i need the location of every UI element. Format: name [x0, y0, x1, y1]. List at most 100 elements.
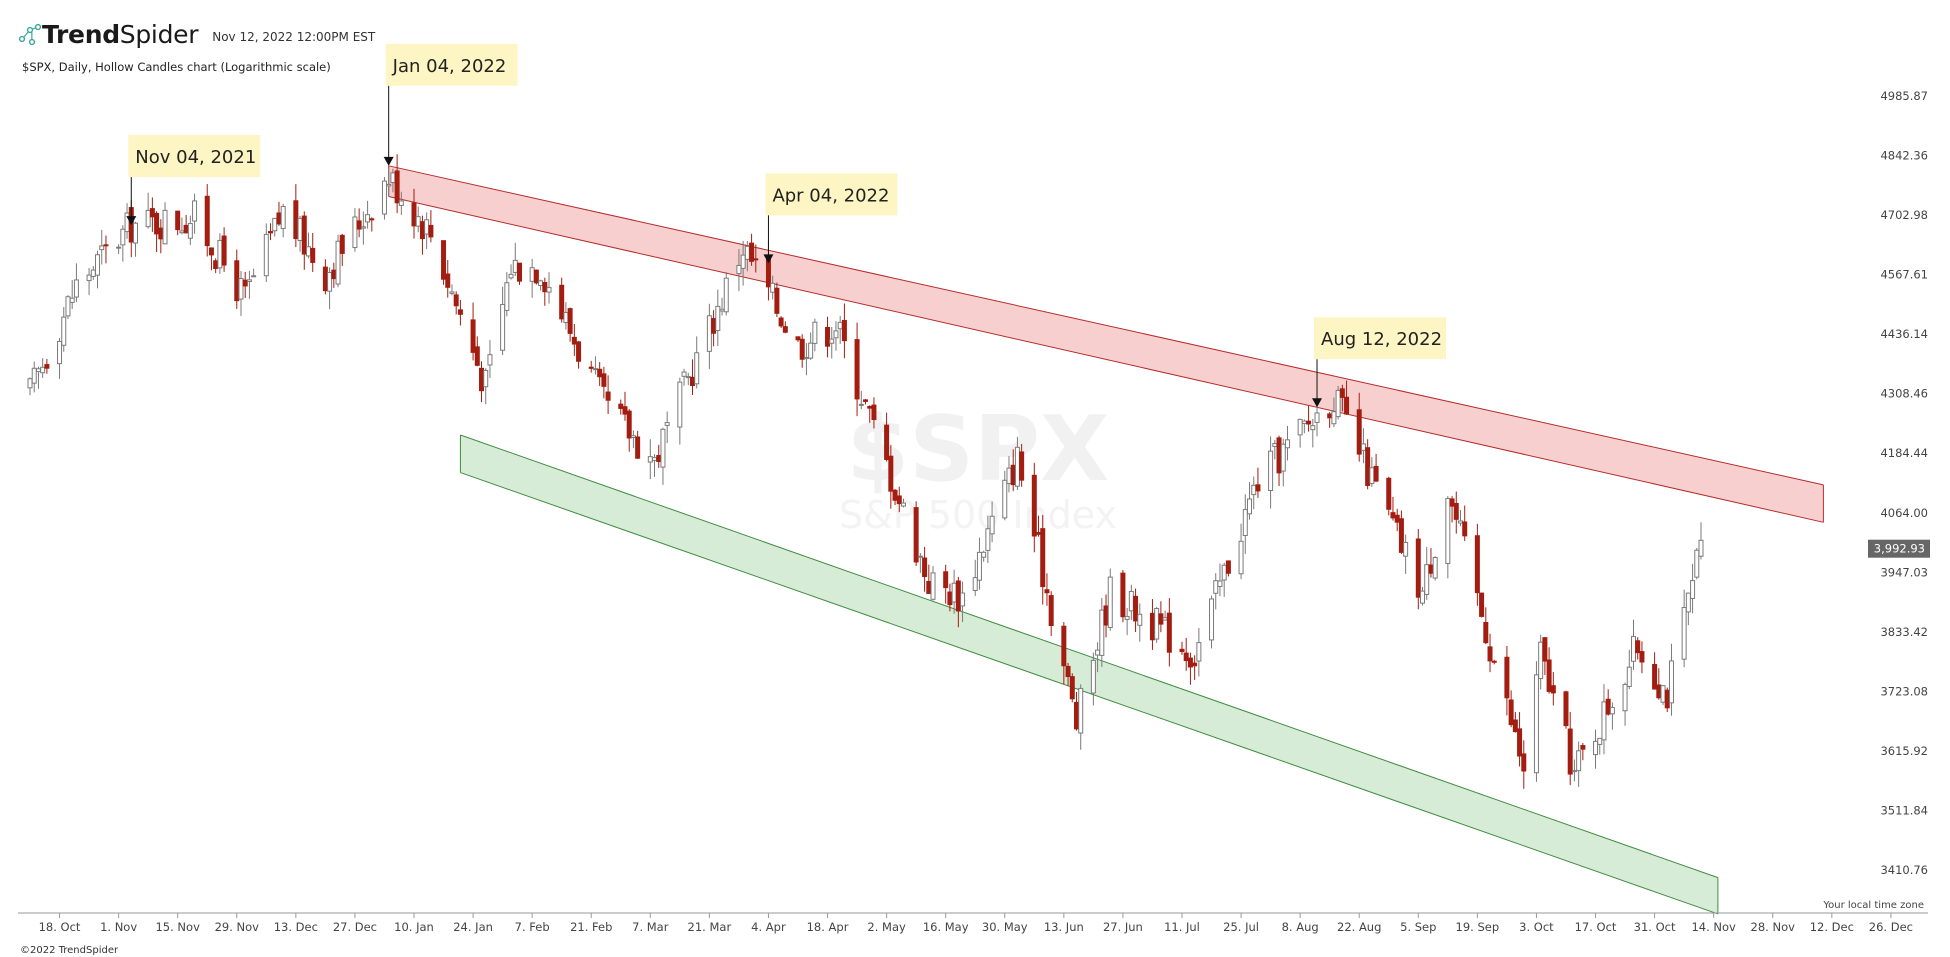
x-tick-label: 8. Aug [1282, 920, 1319, 934]
candle-body [943, 571, 949, 589]
candle-body [73, 279, 79, 298]
candle-body [1095, 649, 1101, 656]
candle [487, 340, 493, 378]
candle [124, 203, 130, 239]
candle-body [1457, 520, 1463, 524]
candle [829, 326, 835, 359]
candle [1449, 496, 1455, 523]
candle-body [1593, 740, 1599, 756]
candle [896, 486, 902, 513]
candle-body [310, 247, 316, 263]
candle-body [1690, 580, 1696, 599]
candle [803, 343, 809, 376]
candle [365, 200, 371, 229]
candle [626, 408, 632, 452]
y-tick-label: 3947.03 [1880, 565, 1928, 579]
candle [1479, 592, 1485, 618]
candle [1521, 740, 1527, 789]
candle-body [352, 216, 358, 249]
candle-body [487, 354, 493, 366]
candle-body [736, 264, 742, 275]
candle-body [1652, 663, 1658, 690]
candle-body [221, 235, 227, 266]
candle-body [1213, 580, 1219, 594]
candle-body [1609, 706, 1615, 715]
candle [546, 272, 552, 304]
candle [1344, 380, 1350, 416]
candle-body [1247, 498, 1253, 515]
candle [1061, 622, 1067, 685]
trendspider-logo[interactable]: TrendSpider [18, 20, 199, 49]
candle-body [183, 224, 189, 234]
candle-body [238, 277, 244, 300]
candle [1192, 655, 1198, 680]
candle-body [723, 277, 729, 313]
candle-body [213, 260, 219, 269]
candle [335, 234, 341, 288]
candle-body [829, 338, 835, 344]
candle [272, 217, 278, 237]
candle [1576, 741, 1582, 787]
candle-body [1538, 641, 1544, 680]
candle [597, 362, 603, 386]
candle [1597, 737, 1603, 755]
candle-body [1225, 560, 1231, 574]
candle [1247, 481, 1253, 520]
candle [1571, 759, 1577, 782]
candle [740, 240, 746, 286]
candle-body [888, 455, 894, 492]
candle [884, 412, 890, 462]
candle [567, 307, 573, 342]
timezone-label[interactable]: Your local time zone [1823, 900, 1924, 911]
candle [782, 321, 788, 334]
candle-body [86, 274, 92, 282]
candle-body [470, 319, 476, 353]
candle-body [31, 367, 37, 384]
candle [719, 297, 725, 316]
candle [386, 168, 392, 197]
candle-body [892, 489, 898, 501]
candle-body [453, 294, 459, 307]
candle-body [1242, 509, 1248, 536]
candle [1183, 637, 1189, 671]
candle-body [694, 352, 700, 385]
candle-body [1681, 607, 1687, 660]
candle [1365, 439, 1371, 490]
candle-body [563, 311, 569, 323]
x-tick-label: 18. Apr [807, 920, 849, 934]
candle-body [896, 495, 902, 505]
candle [35, 366, 41, 389]
candle-body [162, 209, 168, 245]
candle-body [1209, 598, 1215, 641]
candle [1327, 412, 1333, 428]
candle-body [592, 368, 598, 371]
candle-body [1664, 689, 1670, 709]
candle [1301, 419, 1307, 434]
candle [327, 267, 333, 310]
candle [90, 266, 96, 280]
candle [1432, 556, 1438, 581]
candle [1284, 425, 1290, 461]
candle-body [504, 282, 510, 311]
candle [1002, 470, 1008, 521]
candle-body [1103, 605, 1109, 626]
candle-body [871, 404, 877, 421]
last-price-badge-box [1868, 539, 1930, 558]
candle-body [500, 303, 506, 351]
candle-body [1268, 450, 1274, 491]
candle [1107, 568, 1113, 631]
watermark: $SPX S&P 500 Index [839, 397, 1117, 537]
candle [381, 176, 387, 220]
annotations: Nov 04, 2021 Jan 04, 2022 Apr 04, 2022 Aug … [126, 43, 1447, 408]
candle [900, 498, 906, 508]
candle [516, 262, 522, 285]
annotation-arrow-icon [1312, 398, 1323, 408]
candle-body [1019, 451, 1025, 481]
candle-body [1339, 388, 1345, 398]
candle [276, 201, 282, 226]
candle [424, 212, 430, 250]
candle-body [103, 244, 109, 247]
last-price-label: 3,992.93 [1874, 542, 1925, 556]
last-price-badge: 3,992.93 [1868, 539, 1930, 558]
